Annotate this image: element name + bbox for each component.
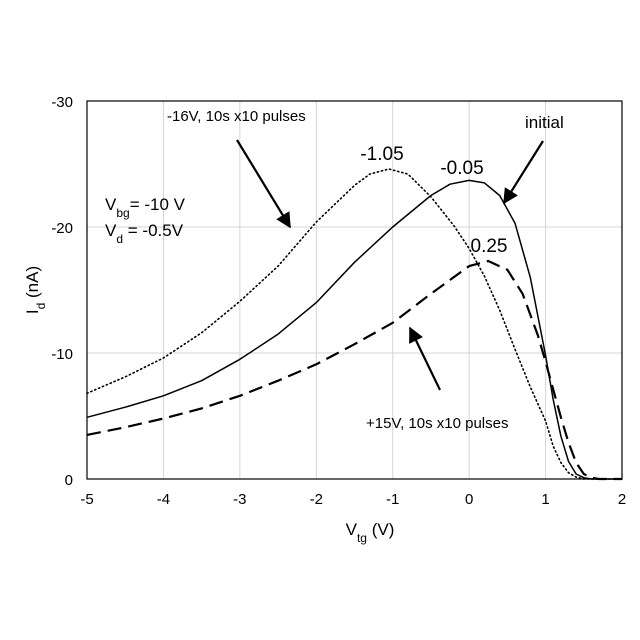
series-line-dashed [87, 261, 622, 479]
series-group [87, 169, 622, 479]
annotation-neg-pulses: -16V, 10s x10 pulses [167, 108, 306, 125]
arrow-initial [504, 141, 543, 203]
x-tick-label: -4 [157, 491, 170, 508]
grid [87, 101, 622, 479]
annotation-initial: initial [525, 113, 564, 132]
peak-label-initial: -0.05 [440, 158, 483, 179]
y-tick-label: -30 [51, 94, 73, 111]
y-tick-label: -10 [51, 346, 73, 363]
arrow-pos-pulses [410, 328, 440, 390]
x-tick-label: 2 [618, 491, 626, 508]
x-tick-label: 1 [541, 491, 549, 508]
x-tick-label: -1 [386, 491, 399, 508]
x-tick-label: 0 [465, 491, 473, 508]
series-line-dotted [87, 169, 622, 479]
x-tick-label: -5 [80, 491, 93, 508]
arrow-neg-pulses [237, 140, 290, 227]
condition-vbg: Vbg= -10 V [105, 195, 186, 220]
annotation-pos-pulses: +15V, 10s x10 pulses [366, 415, 508, 432]
x-axis-title: Vtg (V) [346, 520, 395, 545]
tick-labels: -5-4-3-2-10120-10-20-30 [51, 94, 626, 508]
peak-label-neg: -1.05 [360, 144, 403, 165]
x-tick-label: -3 [233, 491, 246, 508]
x-tick-label: -2 [310, 491, 323, 508]
condition-vd: Vd = -0.5V [105, 221, 184, 246]
y-tick-label: 0 [65, 472, 73, 489]
y-axis-title: Id (nA) [23, 266, 48, 314]
plot-frame [87, 101, 622, 479]
y-tick-label: -20 [51, 220, 73, 237]
peak-label-pos: 0.25 [471, 236, 508, 257]
